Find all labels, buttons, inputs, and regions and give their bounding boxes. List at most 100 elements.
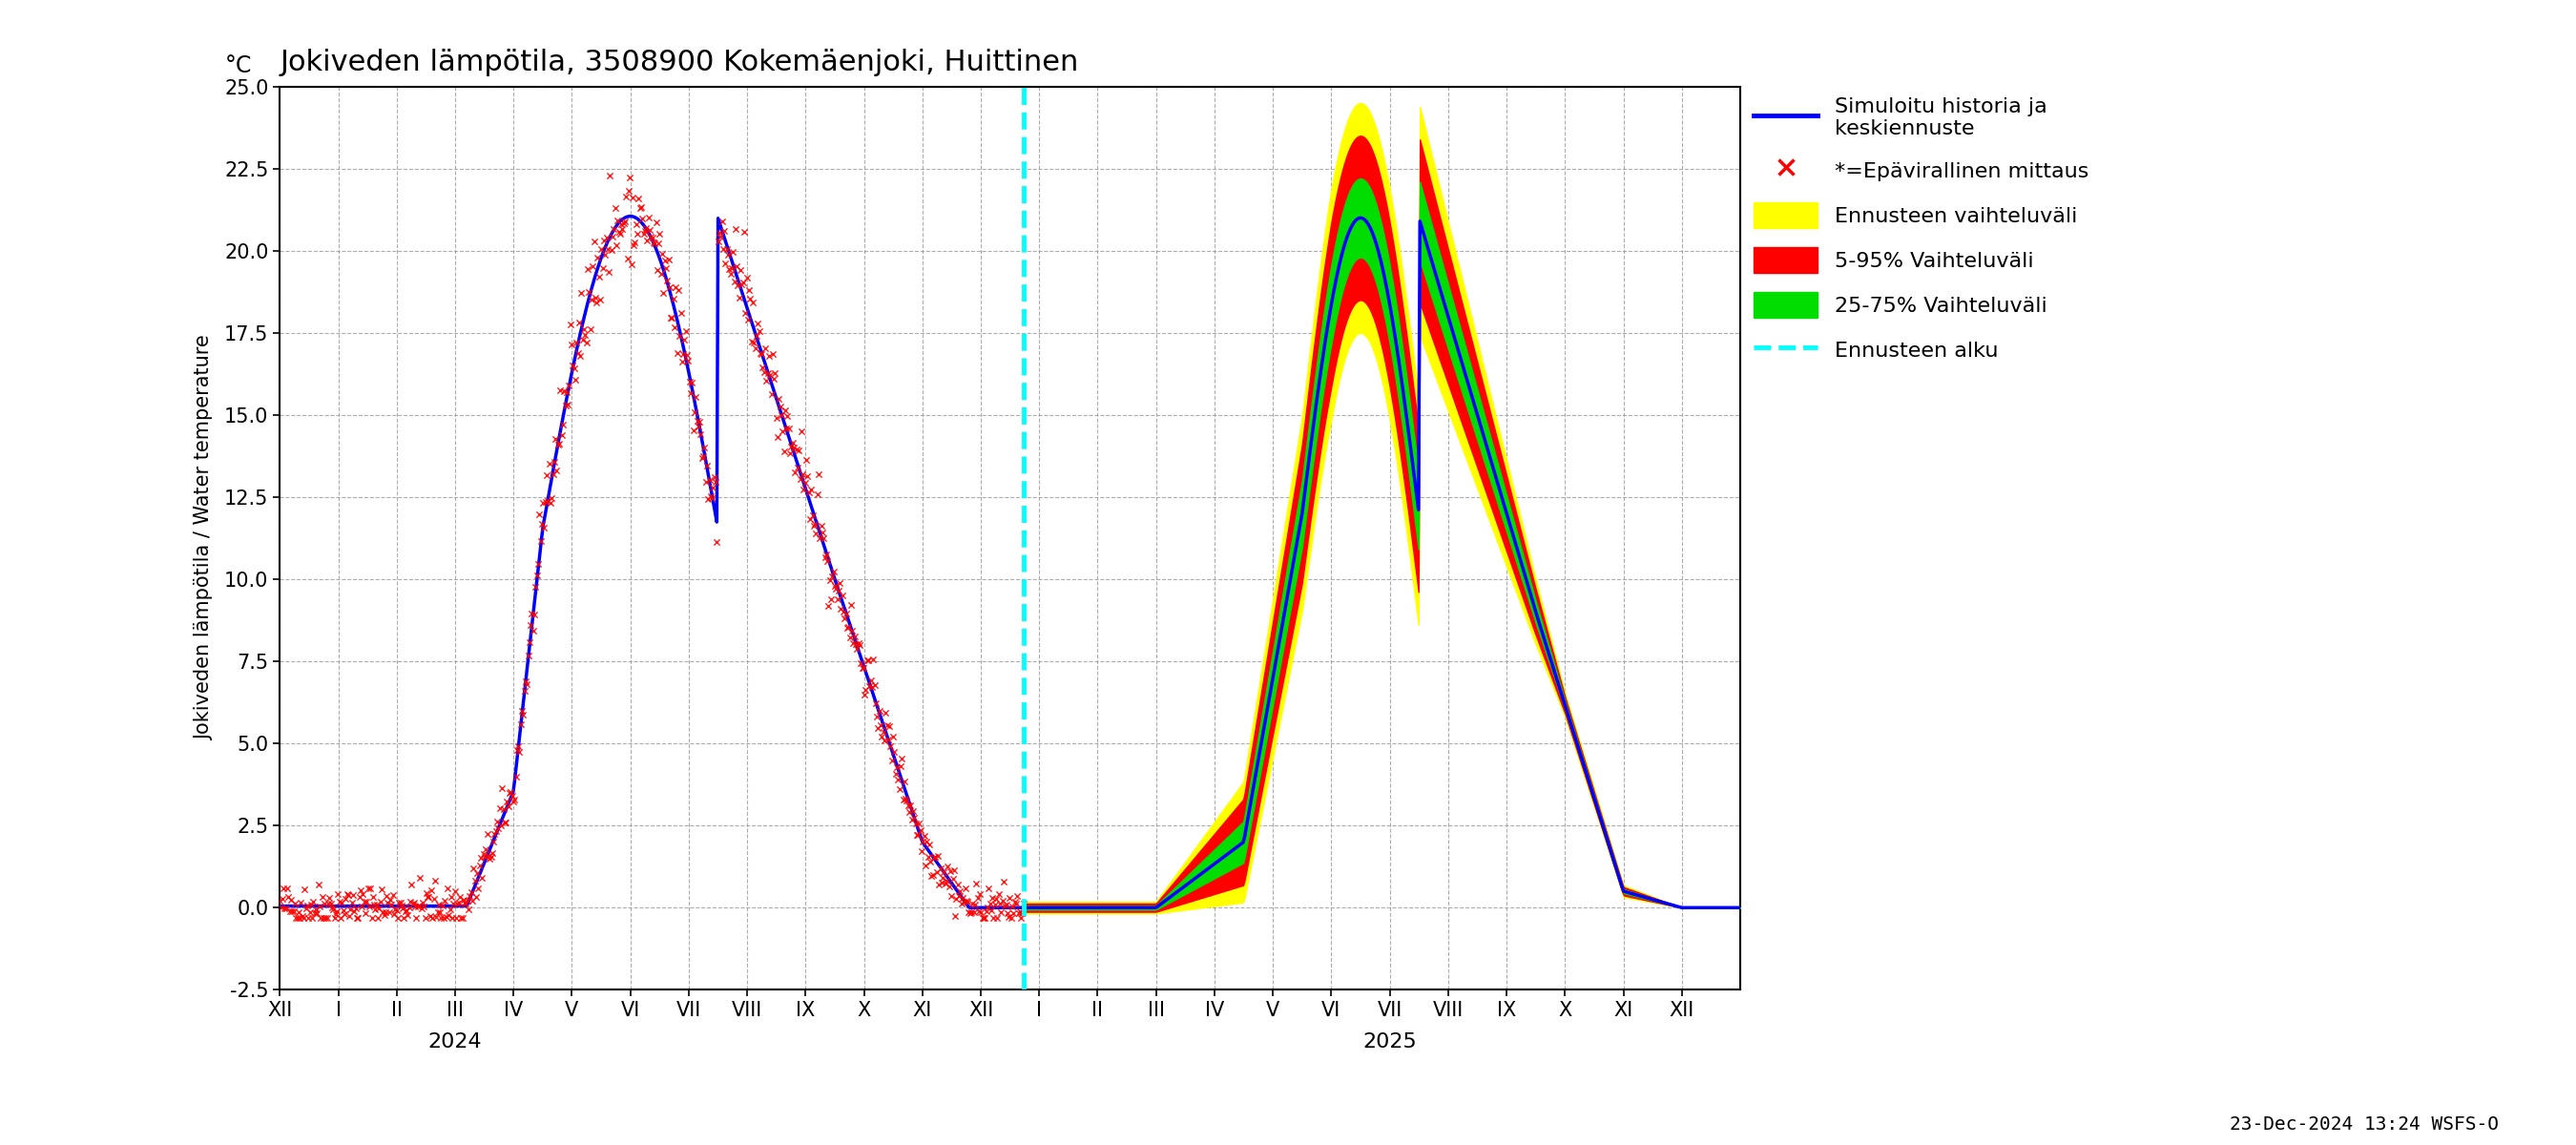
Point (677, 418, 719, 436)
Point (482, 800, 523, 819)
Point (788, 483, 829, 502)
Point (510, 616, 551, 634)
Point (337, 908, 379, 926)
Point (680, 425, 721, 443)
Point (992, 898, 1033, 916)
Point (286, 900, 327, 918)
Point (435, 882, 477, 900)
Point (389, 892, 430, 910)
Point (312, 900, 353, 918)
Point (827, 617, 868, 635)
Point (814, 562, 855, 581)
Point (984, 872, 1025, 891)
Point (696, 472, 737, 490)
Point (500, 743, 541, 761)
Point (495, 767, 536, 785)
Point (464, 845, 505, 863)
Point (742, 345, 783, 363)
Point (693, 479, 734, 497)
Point (732, 294, 773, 313)
Point (933, 861, 974, 879)
Point (623, 222, 665, 240)
Point (989, 908, 1030, 926)
Point (417, 895, 459, 914)
Point (559, 314, 600, 332)
Point (974, 908, 1015, 926)
Point (549, 377, 590, 395)
Point (920, 874, 961, 892)
Point (739, 322, 781, 340)
Point (765, 419, 806, 437)
Point (528, 491, 569, 510)
Point (294, 903, 335, 922)
Point (672, 421, 714, 440)
Point (762, 423, 804, 441)
Point (920, 875, 961, 893)
Point (374, 901, 415, 919)
Point (896, 826, 938, 844)
Point (781, 423, 822, 441)
Point (871, 736, 912, 755)
Point (832, 622, 873, 640)
Point (809, 570, 850, 589)
Point (567, 333, 608, 352)
Point (659, 327, 701, 346)
Point (886, 790, 927, 808)
Point (765, 401, 806, 419)
Point (806, 546, 848, 564)
Point (291, 895, 332, 914)
Point (456, 863, 497, 882)
Point (963, 908, 1005, 926)
Point (562, 284, 603, 302)
Point (724, 223, 765, 242)
Point (786, 466, 827, 484)
Point (301, 887, 343, 906)
Point (443, 891, 484, 909)
Point (914, 848, 956, 867)
Point (528, 455, 569, 473)
Point (348, 898, 389, 916)
Point (626, 231, 667, 250)
Point (688, 471, 729, 489)
Point (477, 813, 518, 831)
Point (948, 902, 989, 921)
Point (327, 886, 368, 905)
Point (737, 326, 778, 345)
Point (963, 908, 1005, 926)
Point (412, 890, 453, 908)
Point (592, 220, 634, 238)
Point (706, 254, 747, 273)
Point (296, 900, 337, 918)
Point (768, 419, 809, 437)
Point (433, 908, 474, 926)
Point (590, 240, 631, 259)
Point (811, 590, 853, 608)
Point (819, 600, 860, 618)
Point (415, 871, 456, 890)
Point (551, 335, 592, 354)
Point (394, 898, 435, 916)
Point (533, 452, 574, 471)
Point (649, 278, 690, 297)
Point (999, 901, 1041, 919)
Point (307, 894, 348, 913)
Point (301, 908, 343, 926)
Point (629, 208, 670, 227)
Point (840, 635, 881, 654)
Point (886, 791, 927, 810)
Point (371, 891, 412, 909)
Point (842, 658, 884, 677)
Point (453, 871, 495, 890)
Point (440, 908, 482, 926)
Point (734, 340, 775, 358)
Point (708, 245, 750, 263)
Point (281, 907, 322, 925)
Point (747, 364, 788, 382)
Point (819, 574, 860, 592)
Point (966, 899, 1007, 917)
Point (878, 769, 920, 788)
Point (585, 229, 626, 247)
Point (696, 534, 737, 552)
Point (945, 892, 987, 910)
Point (747, 371, 788, 389)
